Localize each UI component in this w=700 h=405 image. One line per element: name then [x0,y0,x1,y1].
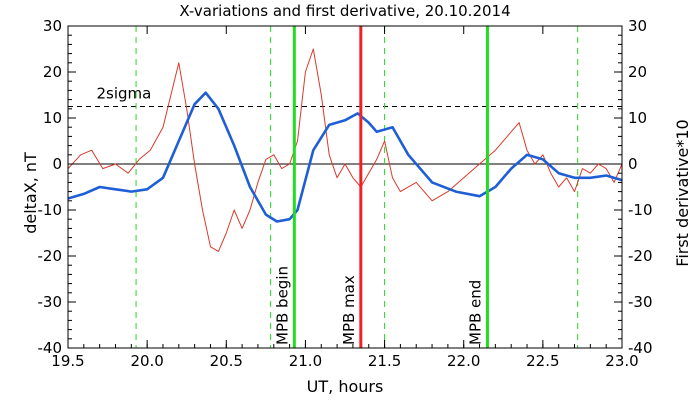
y-tick-label-right-0: 30 [628,17,647,35]
x-tick-label-3: 21.0 [289,352,322,370]
mpb-end-label: MPB end [466,280,484,345]
series-line-derivative [67,48,623,252]
y-tick-label-left-1: 20 [43,63,62,81]
x-tick-label-7: 23.0 [605,352,638,370]
series-line-deltaX [67,91,623,223]
chart-title: X-variations and first derivative, 20.10… [179,2,510,20]
y-tick-label-right-5: -20 [628,247,653,265]
y-tick-label-left-2: 10 [43,109,62,127]
y-axis-label-left: deltaX, nT [21,152,40,234]
y-tick-label-right-3: 0 [628,155,638,173]
y-tick-label-right-6: -30 [628,293,653,311]
y-tick-label-right-1: 20 [628,63,647,81]
x-tick-label-1: 20.0 [130,352,163,370]
x-axis-label: UT, hours [307,377,384,396]
axes-layer: 19.5 20.0 20.5 21.0 21.5 22.0 22.5 23.0 30 30 20 20… [38,17,653,370]
series-layer [67,48,623,252]
mpb-begin-label: MPB begin [273,266,291,345]
x-tick-label-4: 21.5 [368,352,401,370]
plot-frame [67,25,623,349]
y-tick-label-right-2: 10 [628,109,647,127]
x-tick-label-2: 20.5 [210,352,243,370]
y-tick-label-left-0: 30 [43,17,62,35]
y-tick-label-left-7: -40 [38,339,63,357]
y-tick-label-left-6: -30 [38,293,63,311]
y-tick-label-left-5: -20 [38,247,63,265]
mpb-max-label: MPB max [340,275,358,345]
reference-lines: 2sigma [68,26,622,348]
y-tick-label-left-4: -10 [38,201,63,219]
x-tick-label-0: 19.5 [51,352,84,370]
sigma-label: 2sigma [96,85,151,103]
y-tick-label-right-4: -10 [628,201,653,219]
y-tick-label-right-7: -40 [628,339,653,357]
x-tick-label-5: 22.0 [447,352,480,370]
y-axis-label-right: First derivative*10 [673,119,692,266]
x-tick-label-6: 22.5 [526,352,559,370]
marker-layer: MPB begin MPB max MPB end [273,26,489,348]
y-tick-label-left-3: 0 [52,155,62,173]
